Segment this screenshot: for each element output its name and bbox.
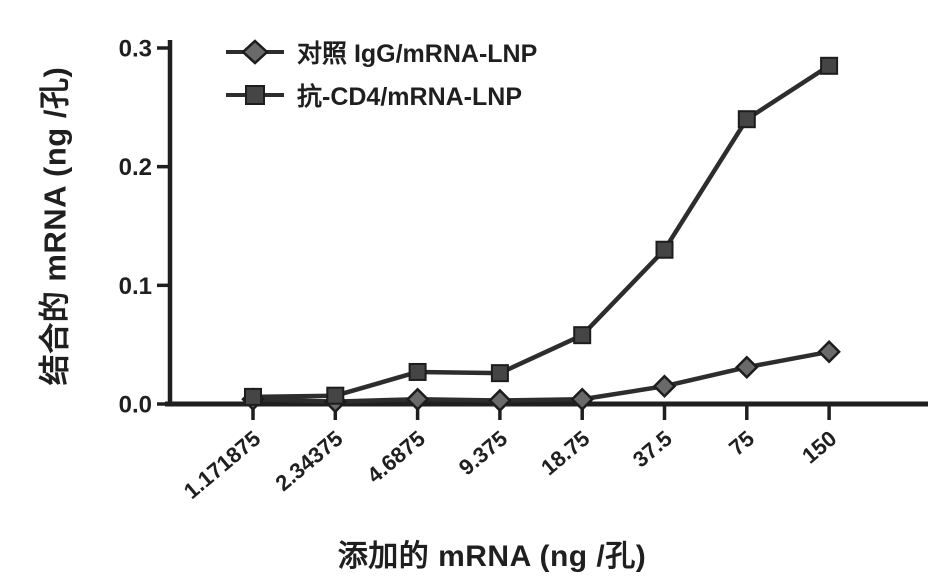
series-line-1 [252,63,831,400]
x-tick-label: 150 [797,426,841,469]
data-point-square [820,56,839,75]
legend: 对照 IgG/mRNA-LNP 抗-CD4/mRNA-LNP [226,36,537,111]
data-point-diamond [405,387,430,412]
square-marker-icon [226,82,284,108]
series-line-0 [252,349,830,404]
data-point-square [655,240,674,259]
x-tick-label: 2.34375 [271,426,348,496]
diamond-marker-icon [226,39,284,65]
legend-item-control-igg: 对照 IgG/mRNA-LNP [226,36,537,68]
data-point-square [490,364,509,383]
x-tick-label: 37.5 [628,426,677,473]
data-point-square [573,326,592,345]
data-point-diamond [570,387,594,412]
data-point-square [326,386,345,405]
data-point-square [244,387,262,406]
x-tick-label: 1.171875 [179,426,265,504]
y-tick-label: 0.2 [119,154,152,181]
x-tick-label: 9.375 [454,426,512,481]
data-point-square [737,110,756,129]
data-point-diamond [488,388,512,413]
x-axis-title: 添加的 mRNA (ng /孔) [337,540,647,573]
x-tick-label: 75 [724,426,759,461]
legend-label: 抗-CD4/mRNA-LNP [297,83,523,111]
data-point-square [408,362,427,381]
x-tick-label: 4.6875 [362,426,430,488]
x-tick-label: 18.75 [536,426,594,481]
y-tick-label: 0.1 [119,273,152,300]
legend-label: 对照 IgG/mRNA-LNP [297,40,538,68]
data-point-diamond [652,374,677,398]
y-axis-title: 结合的 mRNA (ng /孔) [37,66,73,386]
data-point-diamond [817,340,841,364]
y-tick-label: 0.3 [119,36,152,63]
y-tick-label: 0.0 [119,392,152,419]
data-point-diamond [735,355,759,379]
legend-item-anti-cd4: 抗-CD4/mRNA-LNP [226,79,537,111]
